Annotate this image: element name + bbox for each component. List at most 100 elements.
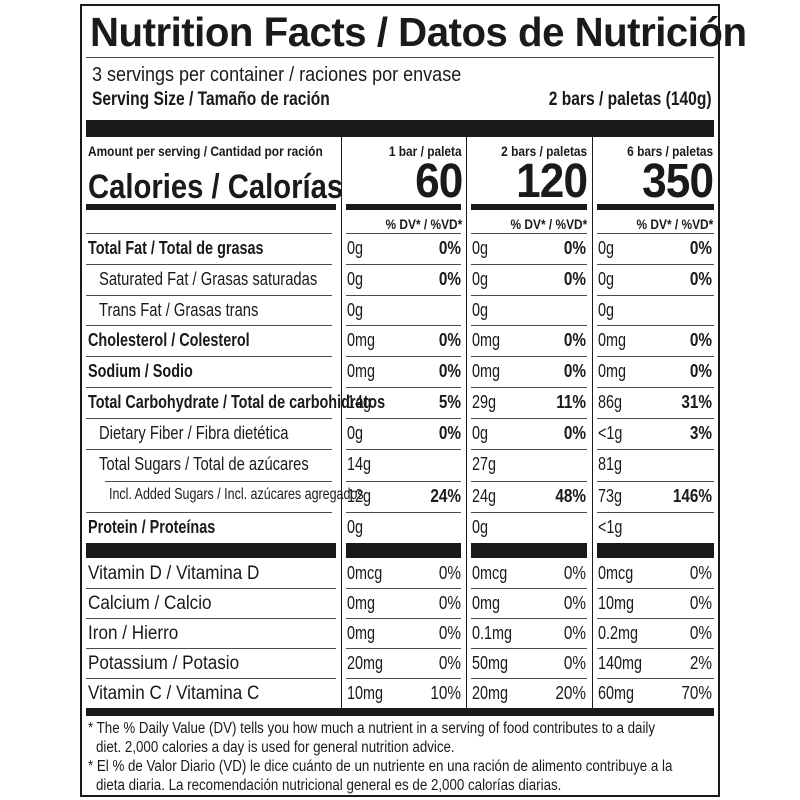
calories-value-6-bars: 350 xyxy=(642,155,714,208)
vitamin-daily-value: 0% xyxy=(689,563,712,583)
nutrient-daily-value xyxy=(652,517,712,538)
nutrient-daily-value: 0% xyxy=(438,269,461,289)
calories-value-2-bars: 120 xyxy=(516,155,588,208)
nutrient-amount: 14g xyxy=(347,454,372,474)
dv-header-col1: % DV* / %VD* xyxy=(385,216,462,232)
nutrient-daily-value: 0% xyxy=(563,238,586,258)
thick-divider-bottom xyxy=(86,708,714,716)
vitamin-amount: 10mg xyxy=(347,683,384,703)
vitamin-daily-value: 0% xyxy=(689,623,712,643)
nutrient-amount: 0mg xyxy=(598,330,627,350)
nutrient-daily-value xyxy=(652,454,712,475)
row-divider xyxy=(471,418,587,419)
nutrient-daily-value: 0% xyxy=(438,423,461,443)
nutrient-amount: 12g xyxy=(347,486,372,506)
nutrient-label: Saturated Fat / Grasas saturadas xyxy=(99,269,318,289)
nutrient-daily-value: 11% xyxy=(556,392,586,412)
row-divider xyxy=(346,387,461,388)
footnote-spanish-line-1: * El % de Valor Diario (VD) le dice cuán… xyxy=(88,758,673,775)
nutrient-daily-value: 31% xyxy=(681,392,712,412)
row-divider xyxy=(471,481,587,482)
row-divider xyxy=(346,356,461,357)
row-divider xyxy=(597,264,714,265)
nutrient-amount: 0mg xyxy=(347,330,376,350)
row-divider xyxy=(471,678,587,679)
servings-per-container: 3 servings per container / raciones por … xyxy=(92,64,462,86)
dv-header-col3: % DV* / %VD* xyxy=(636,216,713,232)
row-divider xyxy=(86,449,332,450)
row-divider xyxy=(597,618,714,619)
title-divider xyxy=(86,57,714,58)
vitamin-label: Potassium / Potasio xyxy=(88,653,240,674)
nutrient-daily-value: 0% xyxy=(689,330,712,350)
row-divider xyxy=(597,512,714,513)
row-divider xyxy=(86,618,336,619)
row-divider xyxy=(597,418,714,419)
nutrient-daily-value: 0% xyxy=(563,269,586,289)
vitamin-amount: 0mcg xyxy=(598,563,634,583)
vitamin-divider-label xyxy=(86,543,336,558)
vitamin-amount: 0.1mg xyxy=(472,623,513,643)
nutrient-amount: 81g xyxy=(598,454,623,474)
nutrient-amount: 0mg xyxy=(472,361,501,381)
vitamin-daily-value: 0% xyxy=(563,623,586,643)
nutrient-amount: <1g xyxy=(598,517,623,537)
vitamin-amount: 140mg xyxy=(598,653,643,673)
nutrient-amount: 0g xyxy=(472,517,489,537)
row-divider xyxy=(597,481,714,482)
row-divider xyxy=(471,648,587,649)
nutrient-label: Protein / Proteínas xyxy=(88,517,216,537)
nutrient-daily-value: 24% xyxy=(430,486,461,506)
nutrient-amount: 0mg xyxy=(347,361,376,381)
serving-size-value: 2 bars / paletas (140g) xyxy=(549,89,712,110)
row-divider xyxy=(86,588,336,589)
row-divider xyxy=(86,648,336,649)
nutrient-amount: 86g xyxy=(598,392,623,412)
vitamin-label: Iron / Hierro xyxy=(88,623,179,644)
row-divider xyxy=(105,481,332,482)
nutrient-daily-value: 48% xyxy=(555,486,586,506)
row-divider xyxy=(346,449,461,450)
vitamin-amount: 60mg xyxy=(598,683,635,703)
vitamin-amount: 50mg xyxy=(472,653,509,673)
nutrient-amount: 0g xyxy=(347,238,364,258)
vitamin-daily-value: 0% xyxy=(689,593,712,613)
row-divider xyxy=(346,264,461,265)
row-divider xyxy=(86,678,336,679)
nutrient-amount: 14g xyxy=(347,392,372,412)
row-divider xyxy=(346,678,461,679)
row-divider xyxy=(346,418,461,419)
nutrient-amount: 0g xyxy=(347,300,364,320)
row-divider xyxy=(346,512,461,513)
nutrient-amount: 0mg xyxy=(598,361,627,381)
vitamin-divider-col3 xyxy=(597,543,714,558)
vitamin-daily-value: 0% xyxy=(563,563,586,583)
nutrient-daily-value: 0% xyxy=(689,238,712,258)
row-divider xyxy=(597,449,714,450)
nutrient-amount: 0g xyxy=(598,238,615,258)
row-divider xyxy=(346,295,461,296)
nutrient-daily-value xyxy=(401,517,461,538)
vitamin-amount: 10mg xyxy=(598,593,635,613)
column-separator-1 xyxy=(341,137,342,714)
nutrient-label: Total Fat / Total de grasas xyxy=(88,238,264,258)
nutrient-daily-value xyxy=(401,454,461,475)
nutrient-daily-value: 0% xyxy=(438,238,461,258)
vitamin-amount: 20mg xyxy=(472,683,509,703)
vitamin-daily-value: 0% xyxy=(438,653,461,673)
nutrient-amount: 0g xyxy=(472,238,489,258)
vitamin-amount: 0mg xyxy=(347,593,376,613)
vitamin-daily-value: 2% xyxy=(689,653,712,673)
row-divider xyxy=(471,264,587,265)
column-header-1-bar: 1 bar / paleta xyxy=(389,143,462,159)
calories-divider-label xyxy=(86,204,336,210)
nutrient-label: Trans Fat / Grasas trans xyxy=(99,300,259,320)
row-divider xyxy=(471,356,587,357)
vitamin-label: Vitamin D / Vitamina D xyxy=(88,563,260,584)
footnote-spanish-line-2: dieta diaria. La recomendación nutricion… xyxy=(96,777,562,794)
row-divider xyxy=(346,618,461,619)
row-divider xyxy=(346,233,461,234)
vitamin-daily-value: 10% xyxy=(430,683,461,703)
row-divider xyxy=(471,512,587,513)
column-separator-3 xyxy=(592,137,593,714)
